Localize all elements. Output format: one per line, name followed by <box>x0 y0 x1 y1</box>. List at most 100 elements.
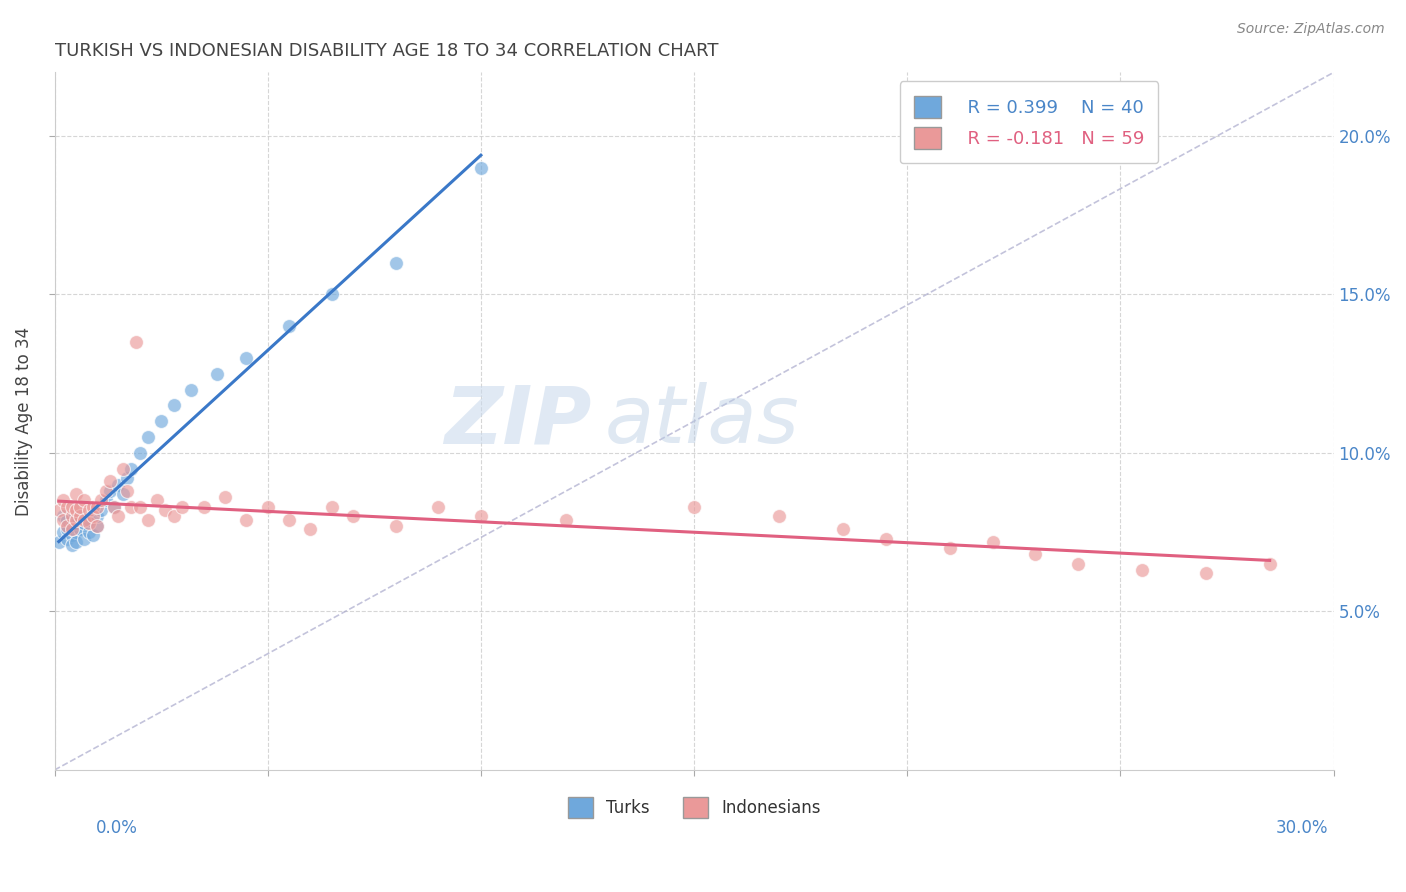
Point <box>60 519 83 533</box>
Point <box>65 487 87 501</box>
Point <box>128 500 150 514</box>
Point <box>82 500 104 514</box>
Point <box>60 528 83 542</box>
Point <box>56 522 79 536</box>
Point <box>115 471 138 485</box>
Point <box>82 509 104 524</box>
Point <box>172 500 194 514</box>
Point <box>86 509 108 524</box>
Point <box>555 512 578 526</box>
Point <box>98 483 121 498</box>
Point <box>683 500 706 514</box>
Point <box>1130 563 1153 577</box>
Point <box>48 534 70 549</box>
Point <box>981 534 1004 549</box>
Text: 30.0%: 30.0% <box>1277 819 1329 837</box>
Point <box>111 462 134 476</box>
Point <box>73 493 96 508</box>
Point <box>65 525 87 540</box>
Point <box>69 500 91 514</box>
Point <box>384 519 406 533</box>
Point <box>205 367 228 381</box>
Point <box>69 509 91 524</box>
Point <box>832 522 855 536</box>
Text: Source: ZipAtlas.com: Source: ZipAtlas.com <box>1237 22 1385 37</box>
Point <box>65 534 87 549</box>
Point <box>120 500 142 514</box>
Point <box>235 512 257 526</box>
Point <box>60 509 83 524</box>
Point <box>155 503 177 517</box>
Point <box>384 255 406 269</box>
Text: TURKISH VS INDONESIAN DISABILITY AGE 18 TO 34 CORRELATION CHART: TURKISH VS INDONESIAN DISABILITY AGE 18 … <box>55 42 718 60</box>
Point <box>90 503 112 517</box>
Point <box>90 493 112 508</box>
Point <box>69 509 91 524</box>
Point <box>77 512 100 526</box>
Point <box>128 446 150 460</box>
Point <box>86 500 108 514</box>
Point <box>278 319 301 334</box>
Text: 0.0%: 0.0% <box>96 819 138 837</box>
Point <box>103 500 125 514</box>
Point <box>73 516 96 530</box>
Point <box>427 500 450 514</box>
Point <box>180 383 202 397</box>
Point <box>94 483 117 498</box>
Point <box>278 512 301 526</box>
Point <box>256 500 278 514</box>
Point <box>1024 548 1046 562</box>
Point <box>470 161 492 175</box>
Point <box>1258 557 1281 571</box>
Point <box>86 519 108 533</box>
Point <box>150 414 173 428</box>
Point <box>60 522 83 536</box>
Point <box>1067 557 1090 571</box>
Point <box>77 525 100 540</box>
Point <box>115 483 138 498</box>
Point <box>73 532 96 546</box>
Point <box>52 509 75 524</box>
Y-axis label: Disability Age 18 to 34: Disability Age 18 to 34 <box>15 326 32 516</box>
Point <box>136 512 159 526</box>
Point <box>120 462 142 476</box>
Point <box>163 509 186 524</box>
Point <box>82 528 104 542</box>
Point <box>60 538 83 552</box>
Point <box>470 509 492 524</box>
Point <box>73 512 96 526</box>
Point <box>52 493 75 508</box>
Point <box>136 430 159 444</box>
Point <box>321 287 343 301</box>
Point <box>321 500 343 514</box>
Point <box>86 519 108 533</box>
Point <box>52 525 75 540</box>
Point <box>124 334 146 349</box>
Point <box>65 512 87 526</box>
Point <box>56 532 79 546</box>
Point <box>107 477 129 491</box>
Point <box>56 512 79 526</box>
Point <box>875 532 897 546</box>
Point <box>69 522 91 536</box>
Point <box>1195 566 1218 581</box>
Point <box>98 475 121 489</box>
Point <box>111 487 134 501</box>
Point <box>52 512 75 526</box>
Point <box>214 491 236 505</box>
Point <box>48 503 70 517</box>
Point <box>299 522 322 536</box>
Point <box>65 503 87 517</box>
Text: atlas: atlas <box>605 382 799 460</box>
Point <box>65 516 87 530</box>
Point <box>146 493 169 508</box>
Point <box>56 500 79 514</box>
Point <box>768 509 790 524</box>
Point <box>77 503 100 517</box>
Point <box>342 509 364 524</box>
Point <box>77 516 100 530</box>
Point <box>939 541 962 555</box>
Text: ZIP: ZIP <box>444 382 592 460</box>
Point <box>56 519 79 533</box>
Point <box>163 398 186 412</box>
